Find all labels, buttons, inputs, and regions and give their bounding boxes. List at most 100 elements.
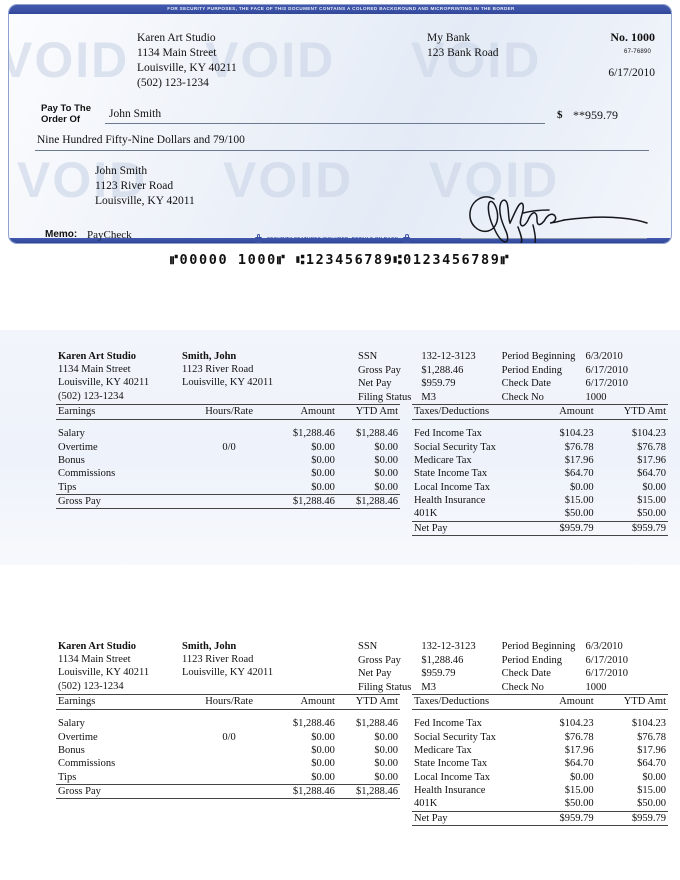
earnings-row: Overtime 0/0 $0.00 $0.00 (56, 440, 400, 453)
stub-info-row: SSN 132-12-3123 Period Beginning 6/3/2010 (358, 350, 654, 364)
microprint-border-text: FOR SECURITY PURPOSES, THE FACE OF THIS … (167, 5, 515, 11)
earnings-amount: $0.00 (311, 758, 335, 770)
deductions-row: 401K $50.00 $50.00 (412, 507, 668, 521)
deductions-body: Fed Income Tax $104.23 $104.23 Social Secur… (412, 710, 668, 827)
deductions-row: Health Insurance $15.00 $15.00 (412, 494, 668, 507)
stub-employer-block: Karen Art Studio 1134 Main Street Louisv… (58, 640, 149, 693)
deductions-row: Local Income Tax $0.00 $0.00 (412, 771, 668, 784)
deductions-body: Fed Income Tax $104.23 $104.23 Social Secur… (412, 420, 668, 537)
earnings-total-amount: $1,288.46 (270, 783, 337, 800)
payee-line (105, 123, 545, 124)
earnings-row: Salary $1,288.46 $1,288.46 (56, 717, 400, 730)
bank-address-block: My Bank 123 Bank Road (427, 31, 499, 61)
stub-info-label-2: Check No (501, 391, 544, 403)
stub-employee-street: 1123 River Road (182, 654, 254, 666)
stub-info-label: Filing Status (358, 681, 412, 693)
spacer-cell (596, 710, 668, 718)
earnings-total-ytd: $1,288.46 (336, 493, 400, 510)
earnings-amount: $0.00 (311, 468, 335, 480)
deductions-name: Social Security Tax (414, 441, 496, 453)
stub-info-label: Gross Pay (358, 654, 401, 666)
stub-employer-street: 1134 Main Street (58, 654, 131, 666)
deductions-ytd: $15.00 (637, 495, 666, 507)
deductions-ytd: $76.78 (637, 441, 666, 453)
deductions-spacer-row (412, 710, 668, 718)
amount-in-words-field: Nine Hundred Fifty-Nine Dollars and 79/1… (37, 134, 245, 146)
dollar-sign-label: $ (557, 109, 563, 121)
deductions-ytd: $64.70 (637, 758, 666, 770)
deductions-total-name: Net Pay (412, 810, 525, 827)
deductions-row: Fed Income Tax $104.23 $104.23 (412, 427, 668, 440)
earnings-spacer-row (56, 420, 400, 428)
deductions-header-row: Taxes/Deductions Amount YTD Amt (412, 404, 668, 420)
earnings-table: Earnings Hours/Rate Amount YTD Amt Salary $1… (56, 404, 400, 510)
deductions-row: Social Security Tax $76.78 $76.78 (412, 730, 668, 743)
deductions-amount: $50.00 (564, 798, 594, 810)
earnings-ytd: $0.00 (374, 441, 398, 453)
stub-employer-phone: (502) 123-1234 (58, 390, 124, 402)
deductions-name: Medicare Tax (414, 744, 472, 756)
signature-line (461, 238, 647, 239)
deductions-row: Local Income Tax $0.00 $0.00 (412, 481, 668, 494)
earnings-row: Bonus $0.00 $0.00 (56, 454, 400, 467)
earnings-name: Commissions (58, 758, 116, 770)
stub-info-value: M3 (421, 391, 436, 403)
deductions-spacer-row (412, 420, 668, 428)
deductions-row: Medicare Tax $17.96 $17.96 (412, 744, 668, 757)
deductions-total-name: Net Pay (412, 520, 525, 537)
stub-info-value-2: 6/3/2010 (585, 351, 623, 362)
earnings-row: Commissions $0.00 $0.00 (56, 757, 400, 770)
earnings-hours-rate (188, 771, 271, 785)
earnings-header-row: Earnings Hours/Rate Amount YTD Amt (56, 694, 400, 710)
deductions-ytd: $50.00 (637, 508, 666, 520)
earnings-column-header: Earnings (56, 694, 188, 710)
check-number: No. 1000 (610, 30, 655, 44)
earnings-name: Tips (58, 481, 77, 493)
stub-info-grid: SSN 132-12-3123 Period Beginning 6/3/2010 Gr… (358, 640, 654, 694)
stub-info-row: Gross Pay $1,288.46 Period Ending 6/17/2010 (358, 654, 654, 668)
earnings-total-ytd: $1,288.46 (336, 783, 400, 800)
earnings-amount: $0.00 (311, 771, 335, 783)
earnings-total-name: Gross Pay (56, 783, 188, 800)
earnings-ytd: $0.00 (374, 731, 398, 743)
deductions-ytd: $17.96 (637, 744, 666, 756)
deductions-row: Fed Income Tax $104.23 $104.23 (412, 717, 668, 730)
stub-employer-city-state-zip: Louisville, KY 40211 (58, 667, 150, 679)
deductions-ytd: $0.00 (642, 481, 666, 493)
earnings-column-header: YTD Amt (336, 694, 400, 710)
earnings-hours-rate: 0/0 (222, 441, 236, 453)
amount-words-line (35, 150, 649, 151)
deductions-name: Medicare Tax (414, 454, 472, 466)
deductions-amount: $76.78 (564, 731, 594, 743)
stub-info-row: Net Pay $959.79 Check Date 6/17/2010 (358, 667, 654, 681)
earnings-spacer-row (56, 710, 400, 718)
earnings-total-row: Gross Pay $1,288.46 $1,288.46 (56, 783, 400, 800)
earnings-amount: $0.00 (311, 441, 335, 453)
security-features-note: SECURITY FEATURES INCLUDED. DETAILS ON B… (255, 234, 411, 243)
earnings-row: Tips $0.00 $0.00 (56, 771, 400, 785)
deductions-name: Local Income Tax (414, 771, 491, 783)
stub-info-label: Net Pay (358, 668, 392, 680)
deductions-column-header: YTD Amt (595, 694, 668, 710)
earnings-ytd: $0.00 (374, 481, 398, 493)
earnings-total-hours (187, 493, 271, 510)
earnings-body: Salary $1,288.46 $1,288.46 Overtime 0/0 $0.00… (56, 420, 400, 510)
deductions-amount: $15.00 (564, 495, 594, 507)
earnings-ytd: $1,288.46 (356, 718, 398, 730)
deductions-total-row: Net Pay $959.79 $959.79 (412, 520, 668, 537)
spacer-cell (56, 420, 188, 428)
earnings-total-hours (187, 783, 271, 800)
earnings-total-name: Gross Pay (56, 493, 188, 510)
check-bottom-border (9, 238, 671, 243)
deductions-amount: $15.00 (564, 785, 594, 797)
earnings-ytd: $0.00 (374, 454, 398, 466)
stub-info-value-2: 6/17/2010 (585, 654, 629, 666)
padlock-icon (403, 234, 411, 243)
earnings-row: Commissions $0.00 $0.00 (56, 467, 400, 480)
earnings-row: Overtime 0/0 $0.00 $0.00 (56, 730, 400, 743)
signature-mark (469, 196, 648, 243)
payer-phone: (502) 123-1234 (137, 77, 209, 89)
earnings-column-header: Amount (270, 404, 337, 420)
deductions-ytd: $104.23 (631, 428, 666, 440)
deductions-total-amount: $959.79 (524, 810, 596, 827)
